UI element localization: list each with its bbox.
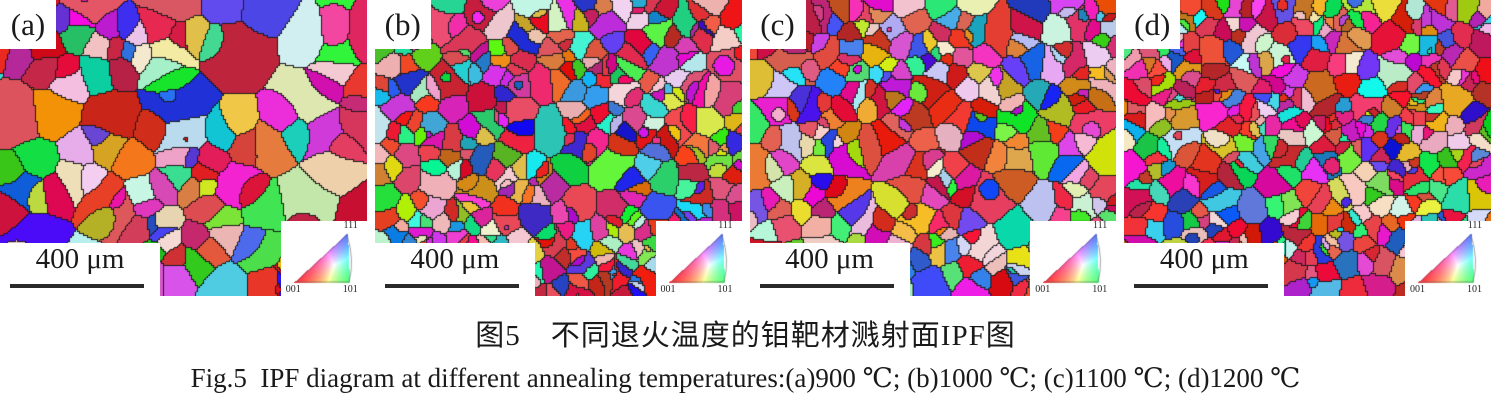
scale-bar (10, 284, 144, 288)
ipf-key-triangle (668, 232, 731, 284)
ipf-key-label-001: 001 (285, 284, 301, 295)
scale-box: 400 μm (749, 243, 910, 296)
caption-english: Fig.5 IPF diagram at different annealing… (190, 363, 1301, 393)
scale-bar (759, 284, 894, 288)
panel-label-box: (a) (0, 0, 56, 49)
ipf-color-key: 111 001 101 (1030, 220, 1117, 296)
panel-label: (a) (10, 7, 46, 42)
ipf-key-label-001: 001 (660, 284, 676, 295)
panel-row: (a) 400 μm 111 001 101 (b) 400 μm (0, 0, 1491, 296)
scale-bar (384, 284, 519, 288)
panel-label-box: (d) (1124, 0, 1181, 49)
ipf-color-key: 111 001 101 (1405, 221, 1491, 296)
micrograph-panel-a: (a) 400 μm 111 001 101 (0, 0, 367, 296)
ipf-key-triangle (1418, 232, 1480, 284)
ipf-color-key: 111 001 101 (655, 220, 742, 296)
micrograph-panel-d: (d) 400 μm 111 001 101 (1124, 0, 1491, 296)
ipf-key-label-101: 101 (717, 284, 733, 295)
ipf-key-label-111: 111 (343, 220, 358, 231)
panel-label: (c) (760, 7, 795, 42)
ipf-key-label-111: 111 (1092, 220, 1108, 231)
ipf-key-label-001: 001 (1035, 284, 1051, 295)
scale-bar (1134, 284, 1269, 288)
ipf-key-label-111: 111 (1467, 220, 1482, 231)
panel-label-box: (c) (749, 0, 806, 49)
scale-label: 400 μm (35, 243, 125, 275)
micrograph-panel-c: (c) 400 μm 111 001 101 (749, 0, 1117, 296)
scale-box: 400 μm (1124, 243, 1285, 296)
scale-box: 400 μm (374, 243, 535, 296)
ipf-key-label-101: 101 (342, 284, 358, 295)
panel-label-box: (b) (374, 0, 431, 49)
ipf-key-label-101: 101 (1467, 284, 1482, 295)
panel-label: (b) (384, 7, 421, 42)
micrograph-panel-b: (b) 400 μm 111 001 101 (374, 0, 742, 296)
scale-label: 400 μm (1159, 243, 1249, 275)
ipf-key-label-001: 001 (1410, 284, 1425, 295)
ipf-color-key: 111 001 101 (280, 220, 367, 296)
ipf-key-triangle (293, 232, 356, 284)
panel-label: (d) (1134, 7, 1171, 42)
scale-label: 400 μm (785, 243, 874, 275)
ipf-key-label-111: 111 (718, 220, 733, 231)
caption-chinese: 图5 不同退火温度的钼靶材溅射面IPF图 (475, 320, 1016, 352)
scale-label: 400 μm (410, 243, 500, 275)
scale-box: 400 μm (0, 243, 160, 296)
ipf-key-label-101: 101 (1092, 284, 1108, 295)
ipf-key-triangle (1043, 232, 1106, 284)
